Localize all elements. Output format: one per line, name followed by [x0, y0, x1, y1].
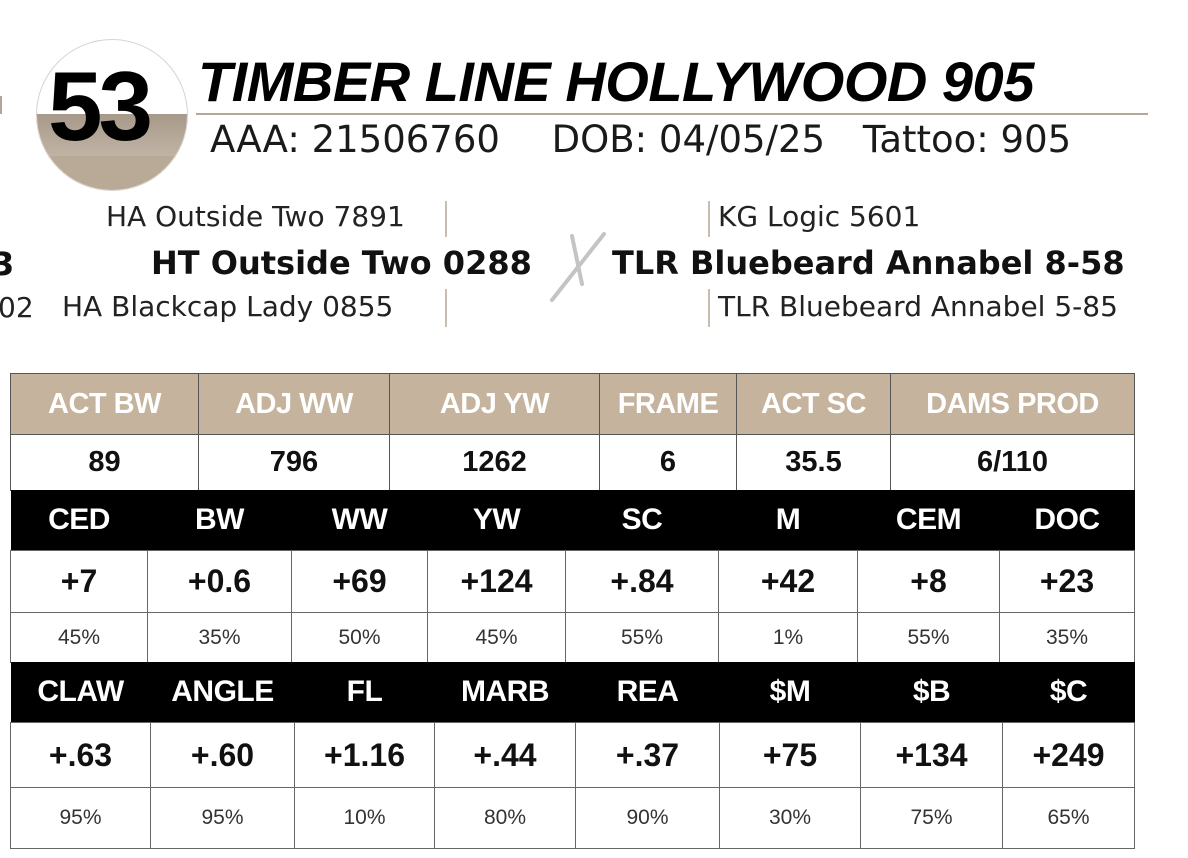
name-underline — [196, 113, 1148, 115]
percentile-ww: 50% — [291, 612, 428, 663]
epd-table-growth: CED BW WW YW SC M CEM DOC +7 +0.6 +69 +1… — [10, 490, 1135, 663]
epd-table-carcass: CLAW ANGLE FL MARB REA $M $B $C +.63 +.6… — [10, 662, 1135, 849]
value-bw: +0.6 — [147, 550, 292, 613]
left-edge-mark — [0, 96, 2, 114]
performance-value-row: 89 796 1262 6 35.5 6/110 — [10, 434, 1135, 491]
value-ced: +7 — [10, 550, 148, 613]
header-dams-prod: DAMS PROD — [890, 373, 1135, 435]
pedigree-divider — [708, 201, 710, 237]
value-yw: +124 — [427, 550, 566, 613]
header-fl: FL — [294, 662, 435, 723]
pasture-image — [37, 156, 187, 190]
percentile-doc: 35% — [999, 612, 1135, 663]
header-m: M — [718, 490, 858, 551]
header-adj-ww: ADJ WW — [198, 373, 390, 435]
tattoo-value: 905 — [1000, 118, 1072, 161]
percentile-cem: 55% — [857, 612, 1000, 663]
epd-percentile-row: 95% 95% 10% 80% 90% 30% 75% 65% — [10, 787, 1135, 849]
header-yw: YW — [427, 490, 566, 551]
header-ww: WW — [291, 490, 428, 551]
pedigree-divider — [445, 289, 447, 327]
percentile-claw: 95% — [10, 787, 151, 849]
dam-sire: KG Logic 5601 — [718, 200, 921, 233]
header-angle: ANGLE — [150, 662, 295, 723]
header-act-bw: ACT BW — [10, 373, 199, 435]
percentile-angle: 95% — [150, 787, 295, 849]
value-frame: 6 — [599, 434, 737, 491]
value-claw: +.63 — [10, 722, 151, 788]
value-dollar-b: +134 — [860, 722, 1003, 788]
percentile-dollar-b: 75% — [860, 787, 1003, 849]
value-doc: +23 — [999, 550, 1135, 613]
epd-percentile-row: 45% 35% 50% 45% 55% 1% 55% 35% — [10, 612, 1135, 663]
percentile-yw: 45% — [427, 612, 566, 663]
percentile-m: 1% — [718, 612, 858, 663]
header-dollar-m: $M — [719, 662, 861, 723]
value-act-bw: 89 — [10, 434, 199, 491]
value-dollar-c: +249 — [1002, 722, 1135, 788]
value-rea: +.37 — [575, 722, 720, 788]
epd-value-row: +7 +0.6 +69 +124 +.84 +42 +8 +23 — [10, 550, 1135, 613]
epd-header-row: CED BW WW YW SC M CEM DOC — [10, 490, 1135, 551]
percentile-sc: 55% — [565, 612, 719, 663]
pedigree-divider — [708, 289, 710, 327]
percentile-fl: 10% — [294, 787, 435, 849]
animal-name: TIMBER LINE HOLLYWOOD 905 — [198, 50, 1034, 113]
pedigree-divider — [445, 201, 447, 237]
value-adj-yw: 1262 — [389, 434, 600, 491]
value-ww: +69 — [291, 550, 428, 613]
header-frame: FRAME — [599, 373, 737, 435]
dam: TLR Bluebeard Annabel 8-58 — [612, 244, 1125, 282]
dam-dam: TLR Bluebeard Annabel 5-85 — [718, 290, 1118, 323]
aaa-label: AAA: — [210, 118, 300, 161]
performance-table: ACT BW ADJ WW ADJ YW FRAME ACT SC DAMS P… — [10, 373, 1135, 491]
value-angle: +.60 — [150, 722, 295, 788]
pedigree-cut-top: 3 — [0, 245, 15, 283]
dob-value: 04/05/25 — [658, 118, 826, 161]
value-marb: +.44 — [434, 722, 576, 788]
lot-photo-badge — [36, 39, 188, 191]
header-cem: CEM — [857, 490, 1000, 551]
sire-sire: HA Outside Two 7891 — [106, 200, 405, 233]
epd-header-row: CLAW ANGLE FL MARB REA $M $B $C — [10, 662, 1135, 723]
performance-header-row: ACT BW ADJ WW ADJ YW FRAME ACT SC DAMS P… — [10, 373, 1135, 435]
header-doc: DOC — [999, 490, 1135, 551]
aaa-number: 21506760 — [311, 118, 500, 161]
percentile-ced: 45% — [10, 612, 148, 663]
animal-identifiers: AAA: 21506760 DOB: 04/05/25 Tattoo: 905 — [210, 118, 1071, 162]
header-adj-yw: ADJ YW — [389, 373, 600, 435]
tattoo-label: Tattoo: — [862, 118, 989, 161]
value-dams-prod: 6/110 — [890, 434, 1135, 491]
pedigree-cut-bottom: 02 — [0, 291, 34, 324]
header-dollar-c: $C — [1002, 662, 1135, 723]
percentile-rea: 90% — [575, 787, 720, 849]
cattle-silhouette-image — [37, 114, 187, 156]
header-act-sc: ACT SC — [736, 373, 891, 435]
header-rea: REA — [575, 662, 720, 723]
epd-value-row: +.63 +.60 +1.16 +.44 +.37 +75 +134 +249 — [10, 722, 1135, 788]
value-adj-ww: 796 — [198, 434, 390, 491]
sire: HT Outside Two 0288 — [151, 244, 532, 282]
value-dollar-m: +75 — [719, 722, 861, 788]
lot-number: 53 — [48, 51, 153, 161]
header-claw: CLAW — [10, 662, 151, 723]
sire-dam: HA Blackcap Lady 0855 — [62, 290, 394, 323]
header-dollar-b: $B — [860, 662, 1003, 723]
value-cem: +8 — [857, 550, 1000, 613]
percentile-bw: 35% — [147, 612, 292, 663]
percentile-dollar-m: 30% — [719, 787, 861, 849]
percentile-marb: 80% — [434, 787, 576, 849]
header-bw: BW — [147, 490, 292, 551]
percentile-dollar-c: 65% — [1002, 787, 1135, 849]
value-sc: +.84 — [565, 550, 719, 613]
value-fl: +1.16 — [294, 722, 435, 788]
value-m: +42 — [718, 550, 858, 613]
cross-icon — [550, 232, 606, 302]
header-ced: CED — [10, 490, 148, 551]
value-act-sc: 35.5 — [736, 434, 891, 491]
dob-label: DOB: — [551, 118, 648, 161]
header-sc: SC — [565, 490, 719, 551]
header-marb: MARB — [434, 662, 576, 723]
